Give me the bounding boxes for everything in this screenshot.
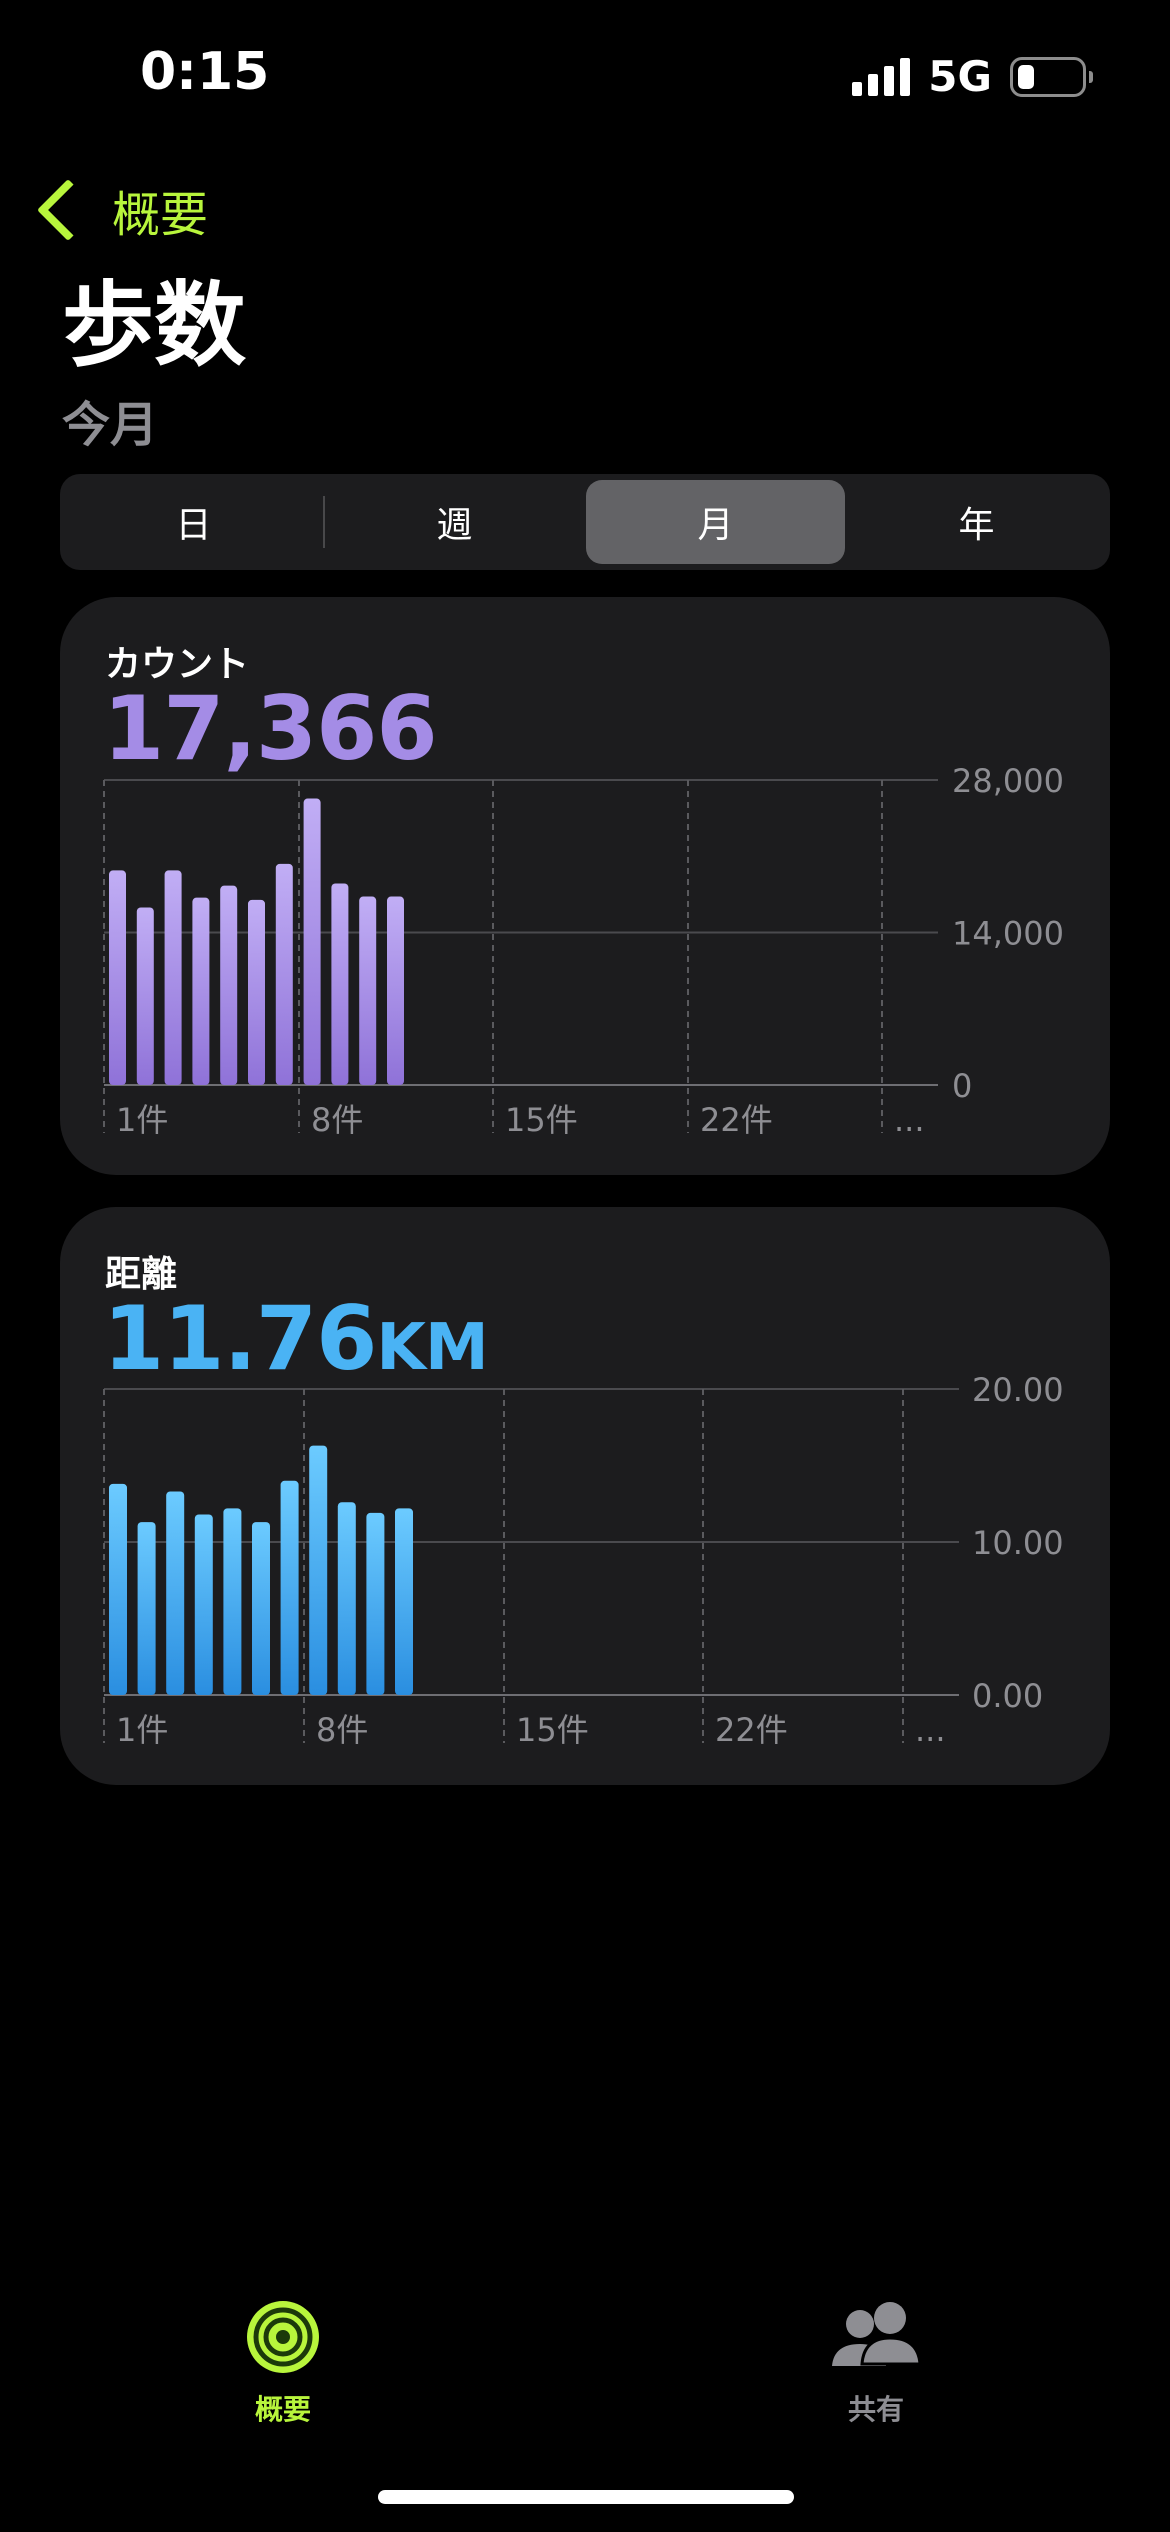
steps-card[interactable]: カウント 17,366 28,000 14,000 0 1件 8件 15件 22件... xyxy=(60,597,1110,1175)
activity-rings-icon xyxy=(247,2301,319,2373)
bar xyxy=(337,1502,356,1695)
bar xyxy=(220,885,238,1085)
tab-sharing-label: 共有 xyxy=(847,2393,904,2426)
bar xyxy=(303,798,321,1085)
x-tick-label: 1件 xyxy=(116,1101,168,1139)
bar xyxy=(136,907,154,1085)
x-tick-label: 15件 xyxy=(505,1101,578,1139)
x-tick-label: 15件 xyxy=(516,1711,589,1749)
segment-divider xyxy=(323,496,325,548)
page-subtitle: 今月 xyxy=(62,397,159,453)
x-tick-label: ... xyxy=(915,1711,946,1749)
status-time: 0:15 xyxy=(140,42,270,102)
steps-value: 17,366 xyxy=(103,677,438,780)
x-tick-label: 1件 xyxy=(116,1711,168,1749)
battery-icon xyxy=(1010,56,1093,97)
period-segmented-control: 日 週 月 年 xyxy=(60,474,1110,570)
y-tick-label: 10.00 xyxy=(972,1524,1064,1562)
distance-value: 11.76KM xyxy=(103,1287,489,1390)
distance-unit: KM xyxy=(376,1311,488,1385)
bar xyxy=(280,1480,299,1695)
distance-bar-chart: 20.00 10.00 0.00 1件 8件 15件 22件... xyxy=(103,1371,1064,1749)
steps-bar-chart: 28,000 14,000 0 1件 8件 15件 22件... xyxy=(103,762,1064,1139)
bar xyxy=(166,1491,185,1695)
y-tick-label: 0 xyxy=(952,1067,972,1105)
bar xyxy=(109,870,126,1085)
bar xyxy=(366,1512,385,1695)
tab-summary-label: 概要 xyxy=(254,2393,311,2426)
segment-day[interactable]: 日 xyxy=(175,505,212,546)
bar xyxy=(387,896,404,1085)
y-tick-label: 20.00 xyxy=(972,1371,1064,1409)
y-tick-label: 14,000 xyxy=(952,915,1064,953)
back-label: 概要 xyxy=(112,187,209,243)
bar xyxy=(137,1522,156,1695)
segment-week[interactable]: 週 xyxy=(436,505,473,546)
bar xyxy=(248,899,265,1085)
tab-summary[interactable]: 概要 xyxy=(246,2300,320,2428)
page-title: 歩数 xyxy=(62,272,247,379)
bar xyxy=(359,896,377,1085)
bar xyxy=(194,1514,213,1695)
bar xyxy=(252,1522,270,1695)
bar xyxy=(192,897,210,1085)
network-type: 5G xyxy=(928,52,992,101)
bar xyxy=(223,1508,242,1695)
tab-sharing[interactable]: 共有 xyxy=(828,2300,924,2428)
bar xyxy=(164,870,182,1085)
bar xyxy=(309,1445,328,1695)
people-icon xyxy=(832,2302,922,2366)
x-tick-label: 8件 xyxy=(316,1711,368,1749)
segment-year[interactable]: 年 xyxy=(958,505,995,546)
segment-month[interactable]: 月 xyxy=(586,480,845,564)
home-indicator[interactable] xyxy=(378,2490,794,2504)
bar xyxy=(275,863,293,1085)
bar xyxy=(109,1483,127,1695)
y-tick-label: 0.00 xyxy=(972,1677,1043,1715)
steps-card-label: カウント xyxy=(105,644,250,685)
cellular-signal-icon xyxy=(852,57,911,96)
distance-card-label: 距離 xyxy=(105,1254,178,1295)
y-tick-label: 28,000 xyxy=(952,762,1064,800)
status-indicators: 5G xyxy=(852,52,1093,101)
back-button[interactable]: 概要 xyxy=(24,175,208,245)
x-tick-label: 22件 xyxy=(715,1711,788,1749)
bar xyxy=(395,1508,413,1695)
x-tick-label: 22件 xyxy=(700,1101,773,1139)
x-tick-label: ... xyxy=(894,1101,925,1139)
chevron-left-icon xyxy=(36,178,100,242)
x-tick-label: 8件 xyxy=(311,1101,363,1139)
bar xyxy=(331,883,349,1085)
distance-card[interactable]: 距離 11.76KM 20.00 10.00 0.00 1件 8件 15件 22件... xyxy=(60,1207,1110,1785)
